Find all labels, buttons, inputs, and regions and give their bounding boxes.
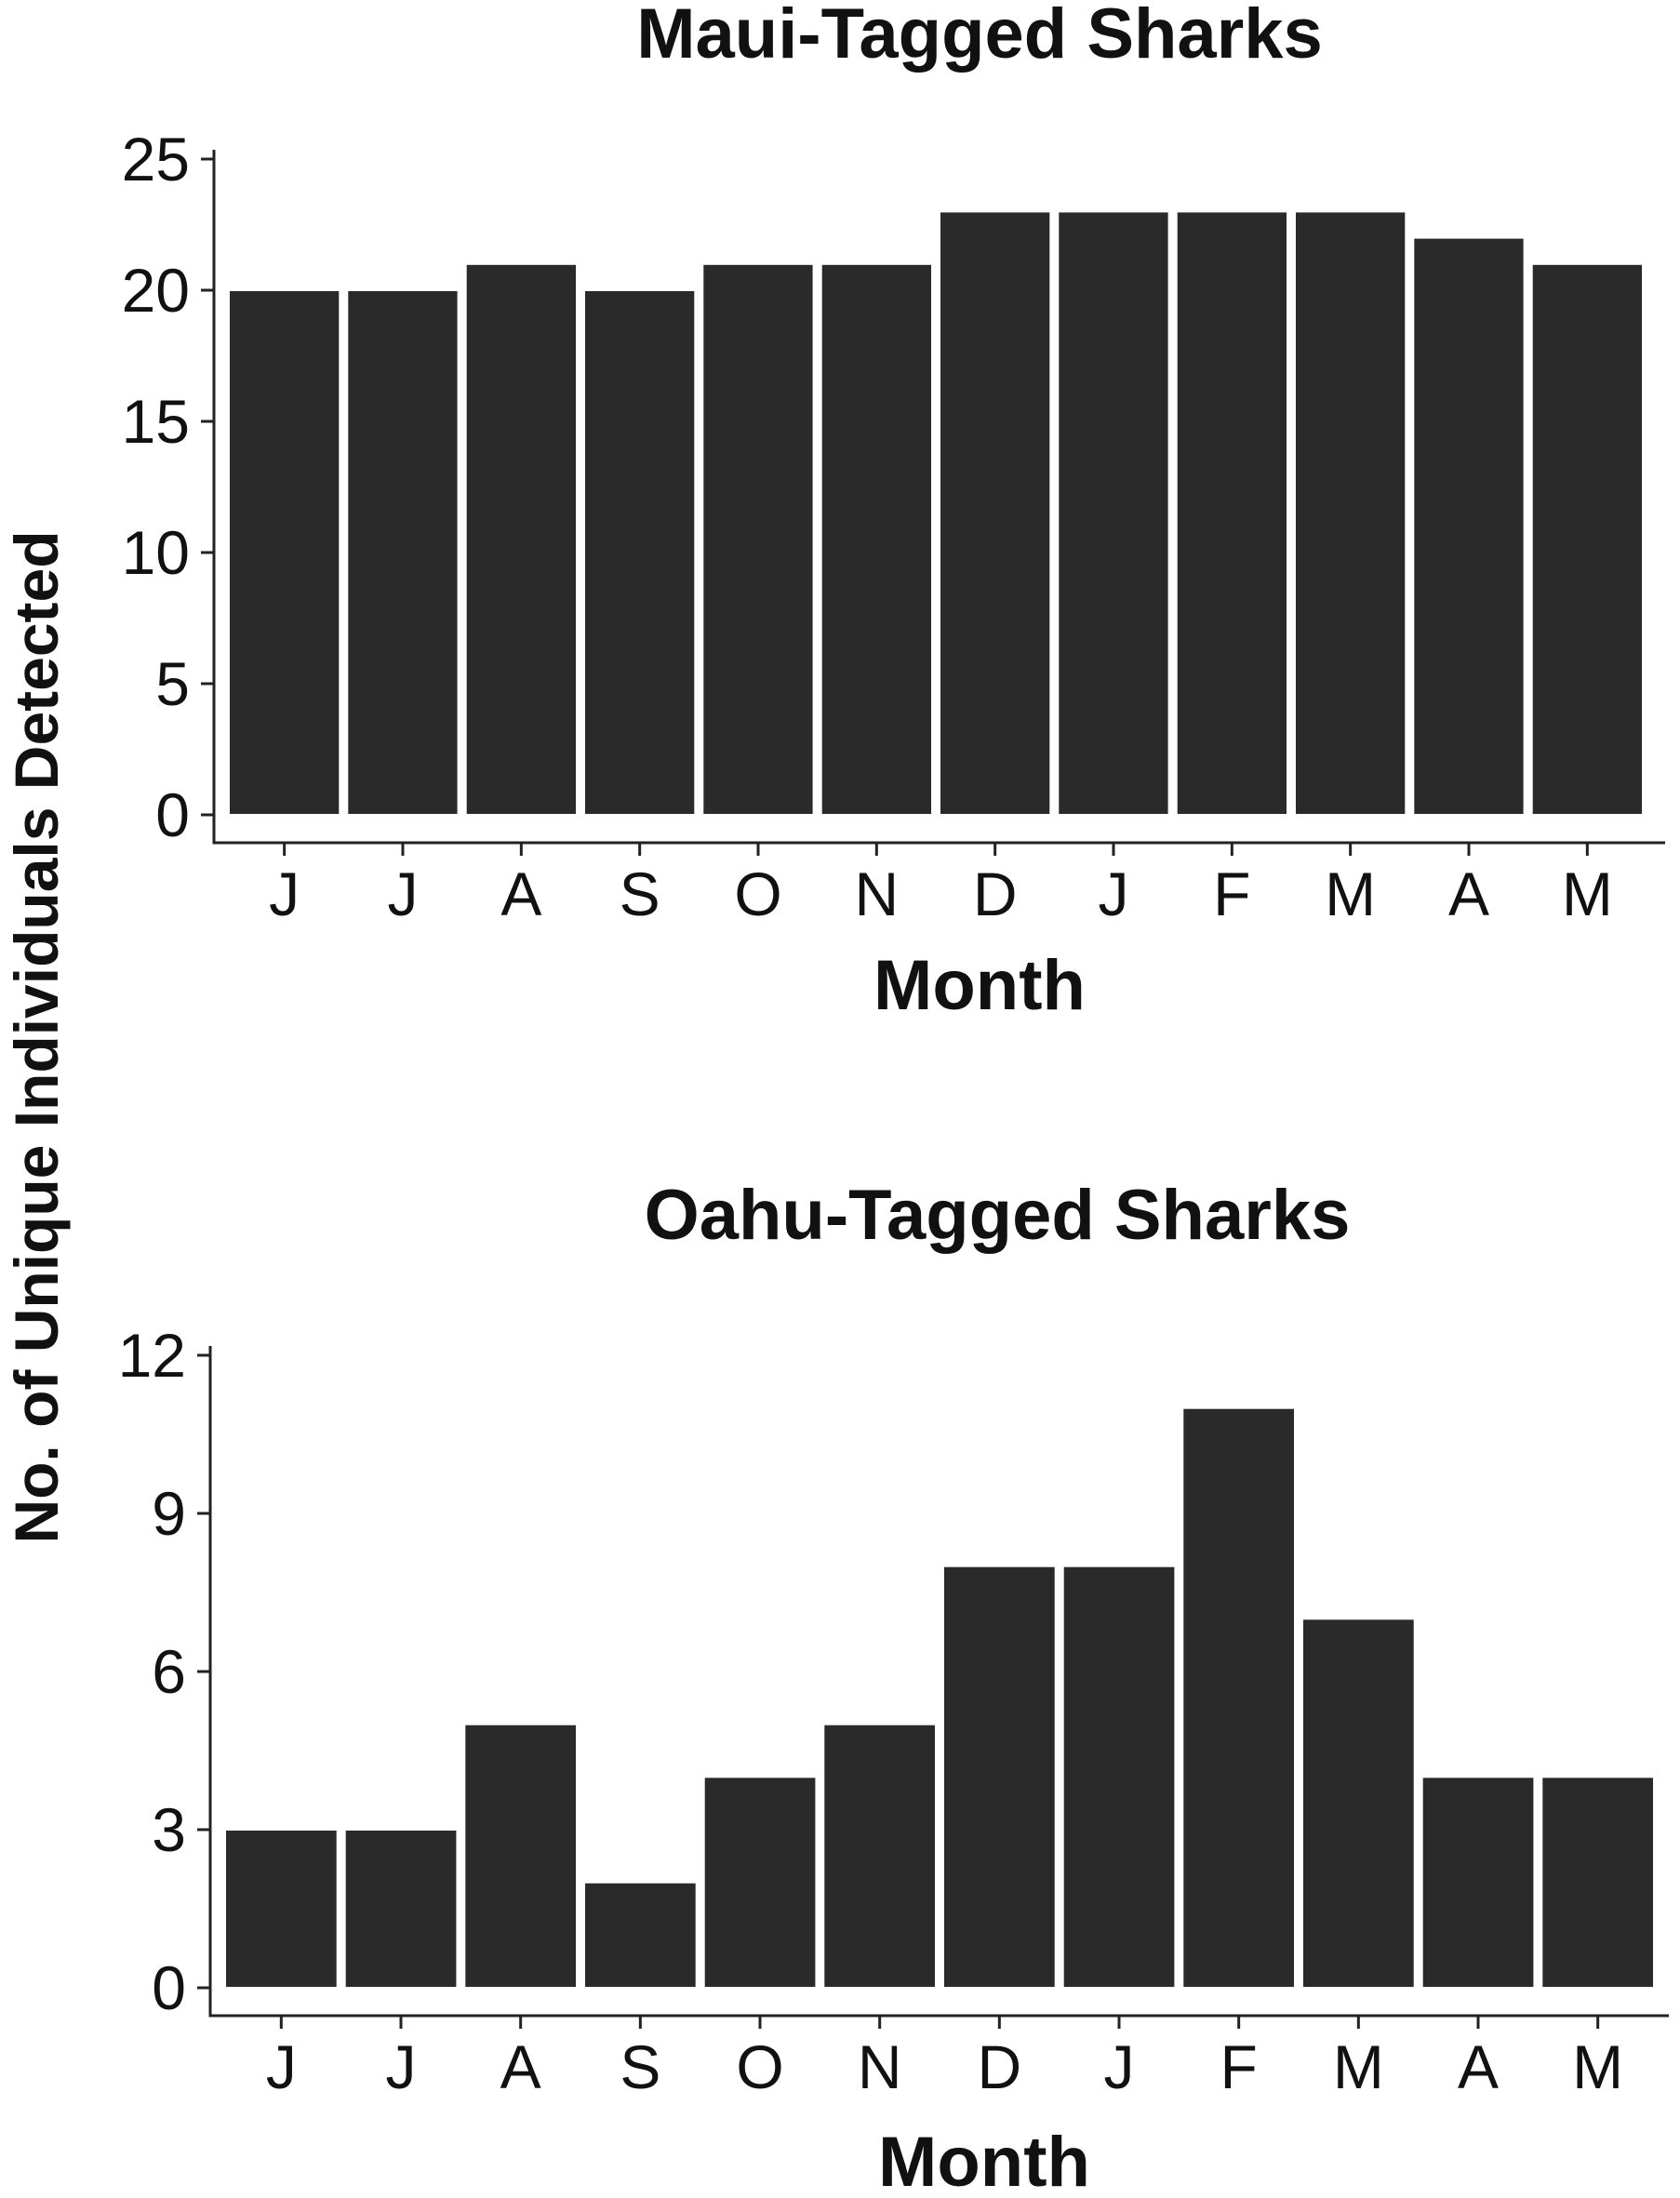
- maui-y-tick-label: 25: [122, 125, 190, 193]
- oahu-bar: [1061, 1565, 1177, 1989]
- oahu-bar: [942, 1565, 1057, 1989]
- maui-bar: [1412, 236, 1526, 817]
- maui-axes: [212, 150, 1665, 845]
- maui-x-tick-label: A: [500, 859, 541, 928]
- oahu-y-tick-label: 12: [118, 1321, 186, 1390]
- oahu-y-tick-label: 9: [152, 1479, 186, 1548]
- maui-bar: [701, 262, 815, 816]
- oahu-bar: [822, 1723, 937, 1989]
- oahu-panel: Oahu-Tagged Sharks 0 3 6 9 12 J J A S O N D J F M A M M…: [118, 1176, 1669, 2198]
- maui-x-tick-label: N: [854, 859, 899, 928]
- oahu-y-tick-label: 6: [152, 1637, 186, 1706]
- oahu-x-tick-label: J: [266, 2032, 297, 2101]
- oahu-bar: [1420, 1776, 1536, 1990]
- oahu-x-tick-label: F: [1220, 2032, 1258, 2101]
- oahu-x-axis-label: Month: [878, 2123, 1090, 2198]
- oahu-bar: [463, 1723, 578, 1989]
- oahu-axes: [208, 1346, 1669, 2018]
- y-axis-label: No. of Unique Individuals Detected: [2, 530, 71, 1543]
- oahu-y-tick-label: 3: [152, 1795, 186, 1864]
- maui-y-tick-label: 15: [122, 387, 190, 456]
- oahu-x-tick-label: N: [858, 2032, 902, 2101]
- oahu-bars: [224, 1406, 1656, 1990]
- maui-x-tick-label: J: [1099, 859, 1129, 928]
- oahu-x-tick-label: O: [736, 2032, 783, 2101]
- maui-y-ticks: 0 5 10 15 20 25: [122, 125, 214, 849]
- oahu-bar: [702, 1776, 818, 1990]
- maui-bars: [228, 210, 1644, 817]
- maui-y-tick-label: 0: [155, 780, 190, 849]
- oahu-x-tick-label: D: [977, 2032, 1021, 2101]
- maui-x-tick-label: F: [1213, 859, 1250, 928]
- maui-bar: [228, 289, 341, 816]
- oahu-bar: [224, 1829, 339, 1989]
- oahu-x-tick-label: M: [1572, 2032, 1623, 2101]
- maui-panel: Maui-Tagged Sharks 0 5 10 15 20 25 J J A S O N D J F M…: [122, 0, 1665, 1025]
- oahu-x-tick-label: J: [1104, 2032, 1135, 2101]
- maui-bar: [939, 210, 1052, 816]
- maui-bar: [1175, 210, 1288, 816]
- maui-x-tick-label: A: [1448, 859, 1489, 928]
- oahu-bar: [343, 1829, 459, 1989]
- maui-bar: [1530, 262, 1644, 816]
- oahu-bar: [1181, 1406, 1297, 1989]
- oahu-x-tick-label: J: [386, 2032, 417, 2101]
- maui-bar: [1057, 210, 1170, 816]
- maui-y-tick-label: 20: [122, 256, 190, 325]
- oahu-bar: [1540, 1776, 1656, 1990]
- maui-bar: [1294, 210, 1407, 816]
- oahu-y-tick-label: 0: [152, 1953, 186, 2022]
- maui-x-tick-label: J: [388, 859, 419, 928]
- oahu-chart-title: Oahu-Tagged Sharks: [645, 1176, 1351, 1255]
- maui-chart-title: Maui-Tagged Sharks: [636, 0, 1323, 73]
- oahu-x-tick-label: A: [500, 2032, 541, 2101]
- maui-x-tick-label: S: [620, 859, 660, 928]
- oahu-bar: [1301, 1618, 1416, 1990]
- maui-bar: [583, 289, 697, 816]
- maui-x-tick-label: M: [1325, 859, 1376, 928]
- oahu-x-tick-label: A: [1458, 2032, 1499, 2101]
- maui-x-tick-label: M: [1562, 859, 1613, 928]
- maui-x-axis-label: Month: [873, 946, 1086, 1025]
- oahu-y-ticks: 0 3 6 9 12: [118, 1321, 210, 2022]
- maui-bar: [346, 289, 460, 816]
- maui-x-tick-label: J: [269, 859, 300, 928]
- maui-y-tick-label: 10: [122, 518, 190, 587]
- maui-x-tick-label: D: [973, 859, 1018, 928]
- oahu-bar: [583, 1881, 698, 1989]
- oahu-x-tick-label: M: [1333, 2032, 1384, 2101]
- maui-x-tick-label: O: [734, 859, 781, 928]
- maui-bar: [464, 262, 579, 816]
- maui-bar: [820, 262, 934, 816]
- maui-y-tick-label: 5: [155, 649, 190, 718]
- oahu-x-tick-label: S: [620, 2032, 660, 2101]
